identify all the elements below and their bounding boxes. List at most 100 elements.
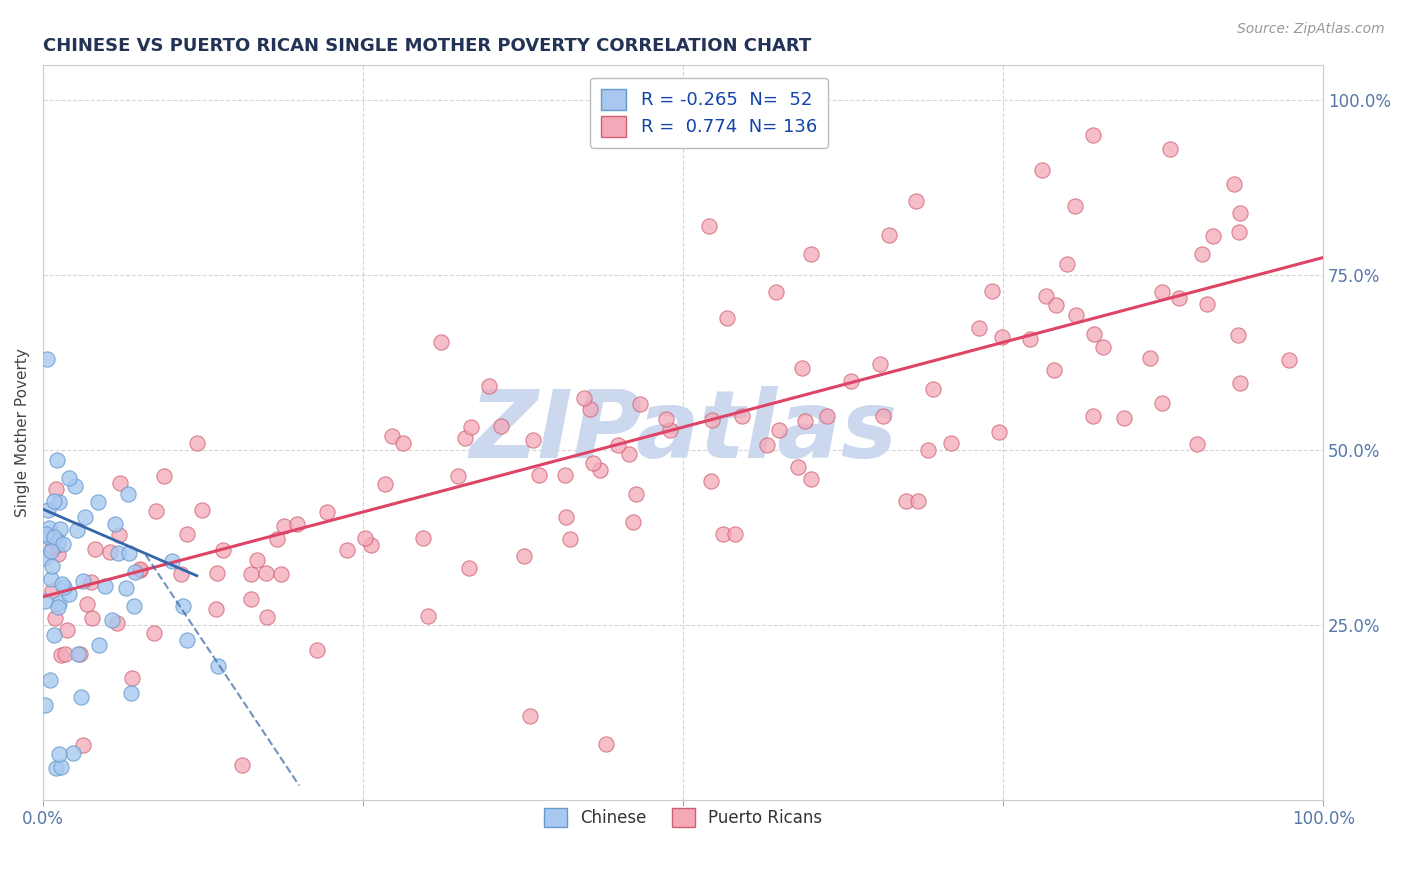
Point — [305, 642, 328, 657]
Point — [360, 538, 382, 552]
Point — [793, 414, 815, 428]
Point — [42, 494, 65, 508]
Point — [41, 558, 63, 573]
Point — [800, 472, 823, 486]
Point — [172, 599, 194, 613]
Point — [118, 546, 141, 560]
Point — [755, 438, 778, 452]
Point — [87, 495, 110, 509]
Point — [49, 648, 72, 662]
Point — [1066, 308, 1088, 322]
Point — [35, 527, 58, 541]
Point — [1191, 247, 1213, 261]
Point — [48, 547, 70, 561]
Point — [1043, 362, 1066, 376]
Point — [1018, 332, 1040, 346]
Point — [1185, 437, 1208, 451]
Point — [41, 583, 63, 598]
Point — [1056, 257, 1078, 271]
Point — [160, 554, 183, 568]
Point — [839, 375, 862, 389]
Point — [1229, 376, 1251, 390]
Point — [896, 494, 918, 508]
Point — [35, 351, 58, 366]
Point — [589, 463, 612, 477]
Point — [1168, 291, 1191, 305]
Point — [46, 533, 69, 548]
Point — [527, 467, 550, 482]
Point — [207, 566, 229, 580]
Point — [80, 574, 103, 589]
Point — [990, 330, 1012, 344]
Point — [38, 521, 60, 535]
Point — [1278, 353, 1301, 368]
Point — [49, 760, 72, 774]
Point — [104, 517, 127, 532]
Point — [153, 469, 176, 483]
Point — [869, 357, 891, 371]
Point — [128, 563, 150, 577]
Point — [579, 401, 602, 416]
Point — [1227, 225, 1250, 239]
Point — [48, 596, 70, 610]
Point — [917, 443, 939, 458]
Point — [107, 528, 129, 542]
Point — [336, 542, 359, 557]
Point — [256, 610, 278, 624]
Point — [697, 219, 720, 233]
Point — [381, 429, 404, 443]
Point — [212, 542, 235, 557]
Point — [1083, 409, 1105, 423]
Point — [62, 747, 84, 761]
Point — [354, 532, 377, 546]
Point — [46, 538, 69, 552]
Point — [1152, 285, 1174, 299]
Point — [105, 616, 128, 631]
Point — [416, 609, 439, 624]
Point — [122, 599, 145, 614]
Point — [981, 284, 1004, 298]
Point — [66, 523, 89, 537]
Point — [872, 409, 894, 423]
Point — [1091, 340, 1114, 354]
Point — [1035, 288, 1057, 302]
Point — [75, 509, 97, 524]
Point — [941, 435, 963, 450]
Point — [765, 285, 787, 300]
Point — [1159, 142, 1181, 156]
Point — [207, 659, 229, 673]
Text: ZIPatlas: ZIPatlas — [470, 386, 897, 478]
Point — [240, 567, 263, 582]
Point — [1227, 328, 1250, 343]
Legend: Chinese, Puerto Ricans: Chinese, Puerto Ricans — [536, 799, 831, 835]
Point — [72, 574, 94, 588]
Point — [711, 526, 734, 541]
Point — [1150, 396, 1173, 410]
Y-axis label: Single Mother Poverty: Single Mother Poverty — [15, 348, 30, 516]
Point — [190, 503, 212, 517]
Point — [519, 708, 541, 723]
Point — [58, 470, 80, 484]
Point — [374, 477, 396, 491]
Point — [659, 423, 682, 437]
Point — [655, 412, 678, 426]
Point — [1081, 128, 1104, 142]
Point — [430, 334, 453, 349]
Point — [491, 419, 513, 434]
Text: CHINESE VS PUERTO RICAN SINGLE MOTHER POVERTY CORRELATION CHART: CHINESE VS PUERTO RICAN SINGLE MOTHER PO… — [44, 37, 811, 55]
Point — [768, 423, 790, 437]
Point — [1195, 296, 1218, 310]
Point — [1114, 411, 1136, 425]
Point — [121, 671, 143, 685]
Point — [67, 647, 90, 661]
Point — [1064, 199, 1087, 213]
Point — [186, 436, 208, 450]
Point — [790, 360, 813, 375]
Point — [478, 379, 501, 393]
Point — [37, 503, 59, 517]
Point — [554, 468, 576, 483]
Point — [80, 611, 103, 625]
Point — [42, 530, 65, 544]
Point — [1031, 163, 1053, 178]
Point — [48, 494, 70, 508]
